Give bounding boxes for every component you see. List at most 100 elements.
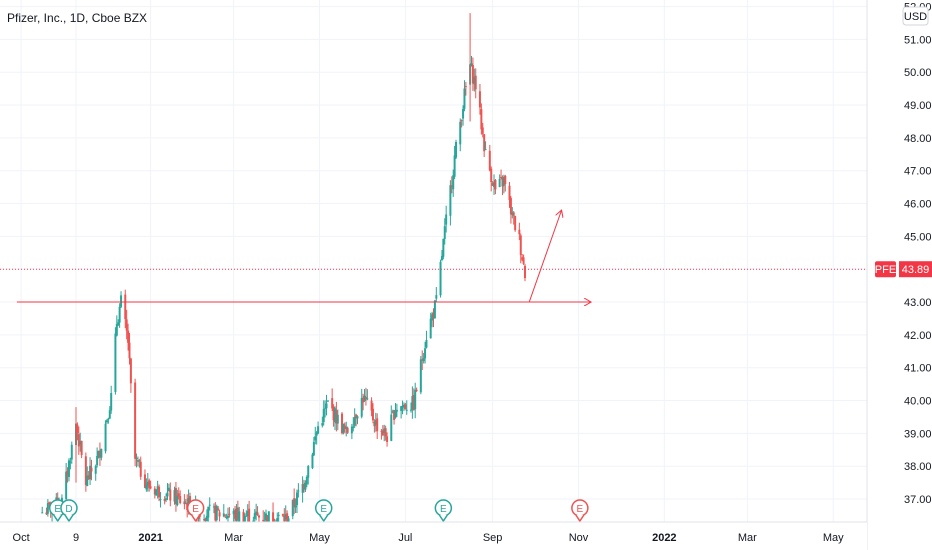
candle-body — [224, 515, 227, 517]
event-label: E — [54, 504, 61, 515]
y-tick-label: 49.00 — [904, 100, 932, 112]
candle-body — [305, 476, 308, 485]
candle-body — [393, 410, 396, 420]
candle-body — [110, 393, 113, 411]
candle-body — [363, 395, 366, 401]
candle-body — [404, 404, 407, 410]
candle-body — [159, 499, 162, 501]
candle-body — [79, 441, 82, 445]
candle-body — [364, 396, 367, 400]
candle-body — [76, 424, 79, 433]
candle-body — [322, 408, 325, 423]
candle-body — [215, 506, 218, 521]
candle-body — [484, 149, 487, 151]
candle-body — [470, 63, 473, 66]
candle-body — [139, 461, 142, 477]
candle-body — [449, 185, 452, 216]
candle-body — [214, 505, 217, 521]
candle-body — [462, 108, 465, 119]
candle-body — [464, 86, 467, 88]
event-label: E — [440, 504, 447, 515]
y-tick-label: 43.00 — [904, 297, 932, 309]
candle-body — [419, 359, 422, 393]
candle-body — [345, 426, 348, 429]
event-marker-e[interactable]: E — [186, 499, 205, 523]
candle-body — [69, 461, 72, 463]
candle-body — [514, 215, 517, 231]
candle-body — [522, 257, 525, 264]
x-tick-label: Mar — [224, 532, 243, 544]
y-tick-label: 50.00 — [904, 67, 932, 79]
candle-body — [395, 409, 398, 412]
candle-body — [272, 512, 275, 523]
y-tick-label: 51.00 — [904, 34, 932, 46]
candle-body — [366, 398, 369, 400]
candle-body — [184, 502, 187, 504]
candle-body — [352, 426, 355, 428]
candle-body — [177, 493, 180, 497]
candle-body — [41, 512, 44, 514]
event-marker-e[interactable]: E — [434, 499, 453, 523]
candle-body — [442, 238, 445, 257]
candle-body — [374, 420, 377, 425]
x-tick-label: Mar — [738, 532, 757, 544]
candle-body — [149, 486, 152, 489]
candle-body — [480, 109, 483, 130]
y-tick-label: 38.00 — [904, 461, 932, 473]
candle-body — [312, 442, 315, 456]
event-marker-e[interactable]: E — [314, 499, 333, 523]
candle-body — [463, 88, 466, 109]
time-axis[interactable]: Oct 9 2021 Mar May Jul Sep Nov 2022 Mar May — [13, 532, 845, 544]
candle-body — [166, 492, 169, 497]
candle-body — [381, 430, 384, 436]
x-tick-label: Oct — [13, 532, 30, 544]
candle-body — [245, 515, 248, 517]
candle-body — [155, 489, 158, 496]
candle-body — [383, 428, 386, 434]
candle-body — [350, 426, 353, 434]
candle-body — [409, 409, 412, 411]
candle-body — [370, 400, 373, 411]
y-tick-label: 45.00 — [904, 231, 932, 243]
candle-body — [46, 503, 49, 514]
candle-body — [473, 77, 476, 85]
candle-body — [311, 454, 314, 469]
event-label: E — [320, 504, 327, 515]
candle-body — [490, 168, 493, 183]
candle-body — [90, 467, 93, 472]
candle-body — [356, 416, 359, 419]
candle-body — [294, 505, 297, 508]
candle-body — [424, 348, 427, 359]
price-axis[interactable]: 37.0038.0039.0040.0041.0042.0043.0044.00… — [904, 2, 932, 506]
candle-body — [402, 404, 405, 408]
candle-body — [326, 400, 329, 402]
event-marker-d[interactable]: D — [60, 499, 78, 523]
candle-body — [207, 506, 210, 518]
candle-body — [521, 257, 524, 260]
candle-body — [118, 306, 121, 323]
candle-body — [84, 456, 87, 485]
candle-body — [128, 342, 131, 359]
candle-body — [100, 449, 103, 458]
candle-body — [429, 318, 432, 339]
candle-body — [255, 511, 258, 515]
candle-body — [342, 423, 345, 433]
candle-body — [232, 510, 235, 515]
candle-body — [390, 414, 393, 441]
candle-body — [523, 265, 526, 279]
candle-body — [445, 214, 448, 225]
event-marker-e[interactable]: E — [571, 499, 589, 523]
candle-body — [98, 450, 101, 458]
candle-body — [153, 488, 156, 495]
candle-body — [391, 411, 394, 413]
candle-body — [343, 425, 346, 430]
candle-body — [471, 65, 474, 84]
candle-body — [491, 183, 494, 186]
candle-body — [136, 460, 139, 462]
candle-body — [235, 508, 238, 521]
candle-body — [114, 333, 117, 392]
candle-body — [459, 121, 462, 145]
candle-body — [384, 428, 387, 437]
currency-button[interactable]: USD — [902, 6, 929, 26]
